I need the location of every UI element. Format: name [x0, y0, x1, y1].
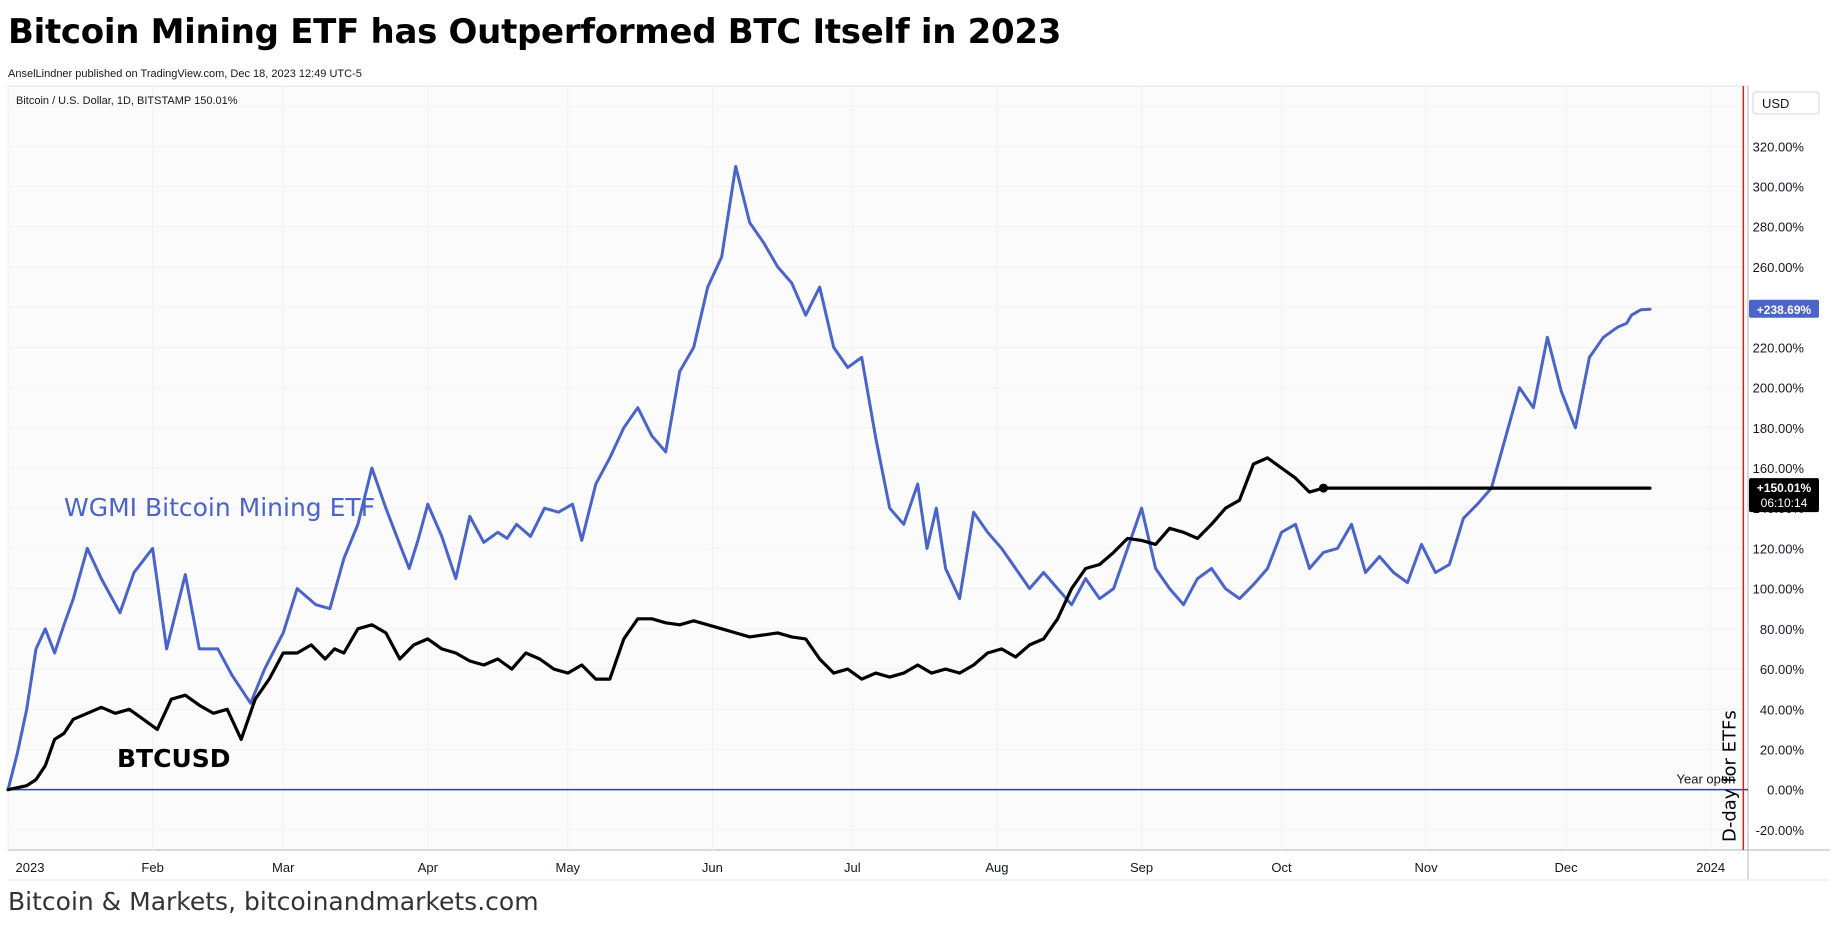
y-tick-label: 60.00% — [1760, 662, 1805, 677]
symbol-legend: Bitcoin / U.S. Dollar, 1D, BITSTAMP 150.… — [16, 95, 238, 107]
y-tick-label: 320.00% — [1753, 139, 1805, 154]
y-tick-label: 100.00% — [1753, 582, 1805, 597]
wgmi-line — [6, 164, 1652, 792]
currency-label: USD — [1762, 96, 1789, 111]
chart-labels: Bitcoin / U.S. Dollar, 1D, BITSTAMP 150.… — [16, 95, 375, 773]
x-tick-label: May — [556, 860, 581, 875]
byline: AnselLindner published on TradingView.co… — [8, 68, 362, 80]
x-tick-label: 2024 — [1696, 860, 1725, 875]
btcusd-last-tag: +150.01% — [1757, 481, 1812, 495]
dday-label: D-day for ETFs — [1719, 710, 1740, 842]
plot-frame — [7, 85, 1830, 881]
y-tick-label: 0.00% — [1767, 783, 1804, 798]
x-tick-label: Feb — [141, 860, 163, 875]
btcusd-last-tag-bg — [1749, 478, 1819, 513]
y-tick-label: 280.00% — [1753, 220, 1805, 235]
x-tick-label: Aug — [985, 860, 1008, 875]
y-tick-label: 160.00% — [1753, 461, 1805, 476]
footer-credit: Bitcoin & Markets, bitcoinandmarkets.com — [8, 887, 539, 916]
y-tick-label: 80.00% — [1760, 622, 1805, 637]
btcusd-line — [6, 456, 1652, 792]
btcusd-series-label: BTCUSD — [117, 744, 231, 773]
y-tick-label: 200.00% — [1753, 381, 1805, 396]
wgmi-last-tag-bg — [1749, 299, 1819, 318]
x-tick-label: 2023 — [16, 860, 45, 875]
year-open-line: Year open — [8, 772, 1748, 791]
btcusd-last-tag-time: 06:10:14 — [1761, 496, 1808, 510]
x-tick-label: Nov — [1415, 860, 1439, 875]
series-lines — [6, 164, 1652, 792]
y-tick-label: 40.00% — [1760, 702, 1805, 717]
x-tick-label: Dec — [1555, 860, 1579, 875]
x-tick-label: Oct — [1271, 860, 1292, 875]
btcusd-endpoint — [1318, 483, 1328, 493]
y-tick-label: 20.00% — [1760, 742, 1805, 757]
x-tick-label: Mar — [272, 860, 295, 875]
y-tick-label: 300.00% — [1753, 180, 1805, 195]
x-tick-label: Jun — [702, 860, 723, 875]
x-tick-label: Jul — [844, 860, 861, 875]
currency-button — [1752, 91, 1820, 115]
year-open-label: Year open — [1677, 772, 1736, 787]
y-tick-label: -20.00% — [1756, 823, 1805, 838]
grid-lines — [7, 86, 1748, 850]
x-tick-label: Sep — [1130, 860, 1153, 875]
x-tick-label: Apr — [418, 860, 439, 875]
y-tick-label: 120.00% — [1753, 541, 1805, 556]
y-tick-label: 220.00% — [1753, 340, 1805, 355]
y-axis: 340.00%320.00%300.00%280.00%260.00%240.0… — [1749, 91, 1820, 838]
y-tick-label: 180.00% — [1753, 421, 1805, 436]
y-tick-label: 260.00% — [1753, 260, 1805, 275]
chart-title: Bitcoin Mining ETF has Outperformed BTC … — [8, 12, 1062, 52]
etf-dday-line: D-day for ETFs — [1719, 86, 1745, 850]
wgmi-last-tag: +238.69% — [1757, 303, 1812, 317]
x-axis: 2023 Feb Mar Apr May Jun Jul Aug Sep Oct Nov Dec 202… — [16, 860, 1726, 875]
wgmi-series-label: WGMI Bitcoin Mining ETF — [64, 493, 375, 522]
